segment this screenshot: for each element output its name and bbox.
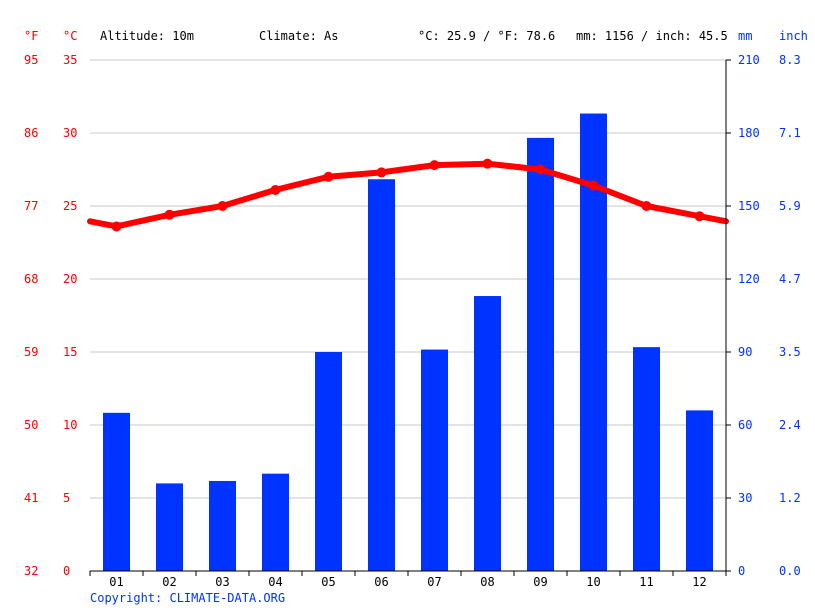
fahrenheit-tick-label: 50: [24, 418, 38, 432]
mm-tick-label: 150: [738, 199, 760, 213]
fahrenheit-tick-label: 77: [24, 199, 38, 213]
precipitation-bars: [103, 113, 713, 572]
celsius-tick-label: 35: [63, 53, 77, 67]
celsius-tick-label: 10: [63, 418, 77, 432]
temperature-point: [429, 160, 440, 171]
fahrenheit-tick-label: 86: [24, 126, 38, 140]
precipitation-bar: [103, 412, 130, 571]
temperature-point: [164, 209, 175, 220]
celsius-tick-label: 15: [63, 345, 77, 359]
temperature-point: [111, 221, 122, 232]
axis-ticks: 32 0 0 0.0 41 5 30 1.2 50 10 60 2.4 59 15 90 3.5 68 20 120…: [24, 53, 801, 578]
inch-tick-label: 0.0: [779, 564, 801, 578]
precipitation-bar: [421, 349, 448, 571]
temperature-point: [588, 180, 599, 191]
month-label: 06: [374, 575, 388, 589]
celsius-unit-label: °C: [63, 29, 77, 43]
temperature-point: [323, 171, 334, 182]
climate-label: Climate: As: [259, 29, 338, 43]
precipitation-bar: [474, 296, 501, 571]
fahrenheit-tick-label: 68: [24, 272, 38, 286]
copyright-notice: Copyright: CLIMATE-DATA.ORG: [90, 591, 286, 605]
fahrenheit-tick-label: 32: [24, 564, 38, 578]
mm-tick-label: 0: [738, 564, 745, 578]
mm-unit-label: mm: [738, 29, 752, 43]
month-label: 02: [162, 575, 176, 589]
precipitation-bar: [527, 137, 554, 571]
month-label: 05: [321, 575, 335, 589]
precipitation-summary: mm: 1156 / inch: 45.5: [576, 29, 728, 43]
mm-tick-label: 210: [738, 53, 760, 67]
celsius-tick-label: 5: [63, 491, 70, 505]
inch-tick-label: 5.9: [779, 199, 801, 213]
altitude-label: Altitude: 10m: [100, 29, 194, 43]
month-label: 10: [586, 575, 600, 589]
axes: 01 02 03 04 05 06 07 08 09 10 11 12: [89, 59, 731, 589]
temperature-point: [217, 201, 228, 211]
precipitation-bar: [262, 473, 289, 571]
fahrenheit-tick-label: 95: [24, 53, 38, 67]
temperature-point: [482, 158, 493, 169]
precipitation-bar: [633, 347, 660, 571]
temperature-point: [694, 211, 705, 222]
temperature-summary: °C: 25.9 / °F: 78.6: [418, 29, 555, 43]
celsius-tick-label: 30: [63, 126, 77, 140]
mm-tick-label: 90: [738, 345, 752, 359]
month-label: 12: [692, 575, 706, 589]
precipitation-bar: [686, 410, 713, 571]
month-label: 03: [215, 575, 229, 589]
precipitation-bar: [315, 352, 342, 571]
inch-tick-label: 2.4: [779, 418, 801, 432]
temperature-point: [270, 184, 281, 195]
inch-tick-label: 3.5: [779, 345, 801, 359]
celsius-tick-label: 20: [63, 272, 77, 286]
celsius-tick-label: 0: [63, 564, 70, 578]
month-label: 11: [639, 575, 653, 589]
month-label: 09: [533, 575, 547, 589]
inch-tick-label: 8.3: [779, 53, 801, 67]
precipitation-bar: [368, 179, 395, 571]
fahrenheit-unit-label: °F: [24, 29, 38, 43]
temperature-series-line: [87, 160, 729, 230]
grid-lines: [90, 59, 726, 499]
mm-tick-label: 60: [738, 418, 752, 432]
temperature-line: [87, 158, 729, 232]
month-label: 01: [109, 575, 123, 589]
fahrenheit-tick-label: 59: [24, 345, 38, 359]
precipitation-bar: [156, 483, 183, 571]
mm-tick-label: 120: [738, 272, 760, 286]
temperature-point: [376, 167, 387, 178]
mm-tick-label: 180: [738, 126, 760, 140]
inch-tick-label: 4.7: [779, 272, 801, 286]
celsius-tick-label: 25: [63, 199, 77, 213]
temperature-point: [535, 164, 546, 175]
precipitation-bar: [209, 480, 236, 571]
inch-unit-label: inch: [779, 29, 808, 43]
month-label: 07: [427, 575, 441, 589]
inch-tick-label: 7.1: [779, 126, 801, 140]
month-label: 08: [480, 575, 494, 589]
temperature-point: [641, 201, 652, 211]
month-label: 04: [268, 575, 282, 589]
mm-tick-label: 30: [738, 491, 752, 505]
inch-tick-label: 1.2: [779, 491, 801, 505]
fahrenheit-tick-label: 41: [24, 491, 38, 505]
